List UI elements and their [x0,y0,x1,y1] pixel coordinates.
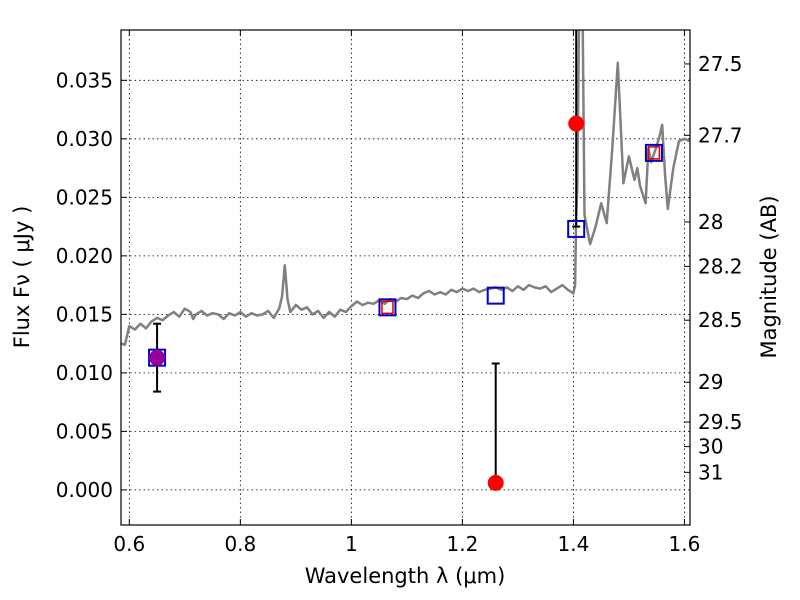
x-tick-label: 0.8 [224,532,256,556]
x-axis-label: Wavelength λ (μm) [305,564,506,588]
y-axis-label: Flux Fν ( μJy ) [10,206,34,349]
plot-area [121,30,690,491]
x-tick-label: 0.6 [113,532,145,556]
blue-square-marker [644,143,663,162]
red-square-marker [647,146,661,160]
error-bars [153,30,581,484]
x-tick-label: 1.6 [669,532,701,556]
right-tick-label: 28.2 [698,254,743,278]
right-tick-label: 31 [698,460,723,484]
grid [121,30,690,525]
markers [148,115,663,491]
y-tick-label: 0.010 [56,361,113,385]
y-tick-label: 0.020 [56,244,113,268]
red-square-marker [381,300,394,315]
x-tick-label: 1.4 [558,532,590,556]
right-axis-label: Magnitude (AB) [757,195,781,358]
right-tick-label: 28.5 [698,308,743,332]
y-tick-label: 0.015 [56,302,113,326]
plot-frame [120,29,691,526]
right-tick-label: 30 [698,435,723,459]
right-tick-label: 29 [698,370,723,394]
right-tick-label: 27.5 [698,52,743,76]
right-tick-label: 29.5 [698,410,743,434]
x-tick-label: 1.2 [446,532,478,556]
spectrum-line [121,30,690,347]
observation-point [149,349,166,366]
observation-point [487,474,504,491]
axis-ticks: 0.6 0.8 1 1.2 1.4 1.6 0.000 0.005 0.010 0.015 0.02… [56,30,743,556]
right-tick-label: 27.7 [698,123,743,147]
model-spectrum [121,30,690,347]
blue-square-marker [567,219,586,238]
y-tick-label: 0.000 [56,478,113,502]
y-tick-label: 0.030 [56,127,113,151]
blue-square-marker [486,286,505,305]
y-tick-label: 0.025 [56,185,113,209]
right-tick-label: 28 [698,210,723,234]
y-tick-label: 0.005 [56,419,113,443]
y-tick-label: 0.035 [56,68,113,92]
blue-square-marker [378,298,397,317]
observation-point [568,115,585,132]
x-tick-label: 1 [345,532,358,556]
